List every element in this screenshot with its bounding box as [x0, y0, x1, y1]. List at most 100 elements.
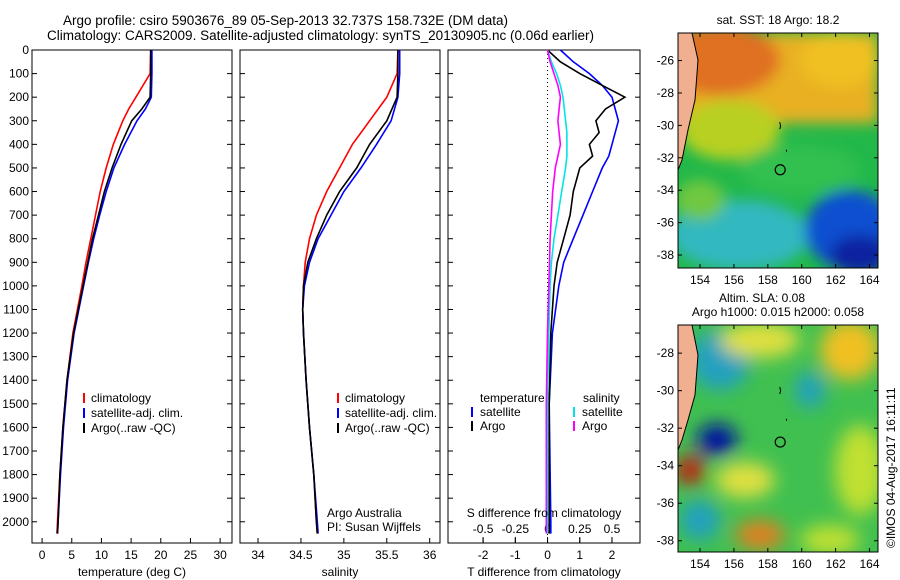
sla-map-title2: Argo h1000: 0.015 h2000: 0.058 [692, 305, 864, 319]
depth-tick-label: 1100 [3, 302, 29, 316]
depth-tick-label: 1200 [2, 326, 29, 340]
sla-map-xtick-label: 162 [826, 557, 846, 571]
depth-tick-label: 1700 [2, 444, 29, 458]
figure-title-line2: Climatology: CARS2009. Satellite-adjuste… [47, 28, 595, 43]
depth-tick-label: 2000 [2, 515, 29, 529]
depth-tick-label: 100 [9, 67, 29, 81]
depth-tick-label: 1600 [2, 420, 29, 434]
difference-series-t-argo [546, 49, 627, 534]
legend-label: Argo [480, 419, 506, 433]
difference-xtick-label: 1 [576, 548, 583, 562]
depth-tick-label: 700 [9, 208, 29, 222]
sla-map-xtick-label: 156 [724, 557, 744, 571]
depth-tick-label: 600 [9, 185, 29, 199]
legend-label: climatology [345, 391, 405, 405]
sst-map-title: sat. SST: 18 Argo: 18.2 [717, 13, 840, 27]
sst-map-xtick-label: 164 [860, 273, 880, 287]
sst-map-ytick-label: -34 [657, 183, 675, 197]
difference-xtick-label: 0 [544, 548, 551, 562]
sst-map-xtick-label: 162 [826, 273, 846, 287]
argo-profile-marker [774, 436, 786, 448]
sla-map-title: Altim. SLA: 0.08 [719, 291, 805, 305]
temperature-xtick-label: 0 [39, 548, 46, 562]
legend-label: satellite [480, 405, 521, 419]
depth-tick-label: 1400 [2, 373, 29, 387]
difference-series-s-satellite [546, 49, 568, 534]
difference-axes-frame [447, 49, 641, 544]
depth-tick-label: 500 [9, 161, 29, 175]
sla-map-ytick-label: -32 [657, 421, 675, 435]
sla-map-ytick-label: -30 [657, 384, 675, 398]
sst-map-xtick-label: 158 [758, 273, 778, 287]
difference-series-t-satellite [548, 49, 620, 534]
temperature-xtick-label: 25 [184, 548, 198, 562]
difference-xlabel: T difference from climatology [467, 565, 621, 579]
annotation-line1: Argo Australia [327, 506, 402, 520]
temperature-xlabel: temperature (deg C) [78, 565, 186, 579]
legend-label: Argo(..raw -QC) [91, 421, 176, 435]
difference-series-s-argo [545, 49, 562, 534]
sla-map-ytick-label: -36 [657, 496, 675, 510]
sla-map-ytick-label: -38 [657, 534, 675, 548]
sst-map-xtick-label: 154 [690, 273, 710, 287]
depth-tick-label: 200 [9, 90, 29, 104]
s-xtick-label: 0.5 [604, 522, 621, 536]
salinity-xtick-label: 34 [251, 548, 265, 562]
s-xtick-label: 0.25 [568, 522, 592, 536]
sla-map-xtick-label: 160 [792, 557, 812, 571]
legend-label: satellite [582, 405, 623, 419]
sla-map-ytick-label: -28 [657, 346, 675, 360]
legend-label: Argo [582, 419, 608, 433]
salinity-series-climatology [301, 49, 399, 534]
figure-title-line1: Argo profile: csiro 5903676_89 05-Sep-20… [63, 13, 509, 28]
s-xtick-label: -0.5 [473, 522, 494, 536]
temperature-xtick-label: 20 [154, 548, 168, 562]
difference-xtick-label: -2 [478, 548, 489, 562]
legend-label: satellite-adj. clim. [345, 406, 437, 420]
sst-map-xtick-label: 156 [724, 273, 744, 287]
s-xtick-label: -0.25 [502, 522, 530, 536]
depth-tick-label: 1500 [2, 397, 29, 411]
sst-map-frame [677, 32, 879, 269]
legend-label: Argo(..raw -QC) [345, 421, 430, 435]
sst-map-ytick-label: -30 [657, 118, 675, 132]
legend-salinity-title: salinity [583, 391, 620, 405]
depth-tick-label: 400 [9, 137, 29, 151]
sst-map-field [678, 33, 878, 268]
sst-map-ytick-label: -26 [657, 54, 675, 68]
sla-map-frame [677, 324, 879, 553]
island-outline [779, 122, 787, 152]
sla-map-xtick-label: 158 [758, 557, 778, 571]
temperature-series-satellite-adj-clim- [56, 50, 153, 534]
legend-temperature-title: temperature [480, 391, 545, 405]
sla-map-ytick-label: -34 [657, 459, 675, 473]
legend-label: climatology [91, 391, 151, 405]
salinity-xtick-label: 35 [337, 548, 351, 562]
sla-map-xtick-label: 154 [690, 557, 710, 571]
salinity-xlabel: salinity [322, 565, 359, 579]
depth-tick-label: 300 [9, 114, 29, 128]
annotation-line2: PI: Susan Wijffels [327, 520, 421, 534]
sst-map-ytick-label: -38 [657, 248, 675, 262]
sla-map-xtick-label: 164 [860, 557, 880, 571]
legend-label: satellite-adj. clim. [91, 406, 183, 420]
depth-tick-label: 800 [9, 232, 29, 246]
temperature-xtick-label: 10 [95, 548, 109, 562]
island-outline [779, 386, 787, 421]
temperature-xtick-label: 15 [124, 548, 138, 562]
depth-tick-label: 1900 [2, 491, 29, 505]
temperature-xtick-label: 5 [68, 548, 75, 562]
temperature-axes-frame [31, 49, 233, 544]
salinity-xtick-label: 34.5 [289, 548, 313, 562]
depth-tick-label: 1000 [2, 279, 29, 293]
difference-xtick-label: 2 [609, 548, 616, 562]
s-xlabel: S difference from climatology [467, 506, 622, 520]
salinity-series-argo-raw-qc- [301, 50, 399, 534]
salinity-xtick-label: 35.5 [375, 548, 399, 562]
depth-tick-label: 0 [22, 43, 29, 57]
sst-map-ytick-label: -36 [657, 216, 675, 230]
difference-xtick-label: -1 [510, 548, 521, 562]
depth-tick-label: 1800 [2, 468, 29, 482]
depth-tick-label: 1300 [2, 350, 29, 364]
